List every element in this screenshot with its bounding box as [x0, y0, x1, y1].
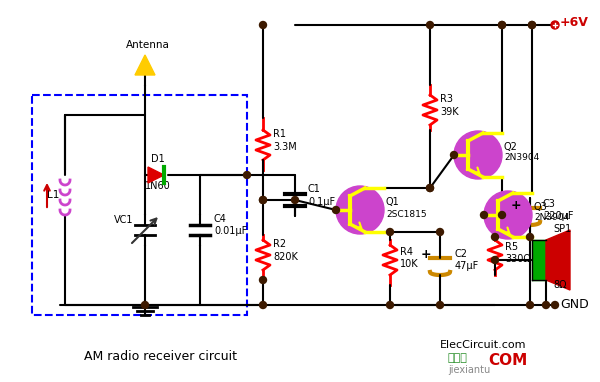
Circle shape: [526, 233, 533, 241]
Text: +: +: [511, 199, 521, 212]
Circle shape: [259, 196, 266, 204]
Text: 8Ω: 8Ω: [553, 280, 566, 290]
Text: 220μF: 220μF: [543, 211, 574, 221]
Bar: [532, 240, 546, 280]
Circle shape: [244, 172, 251, 178]
Circle shape: [542, 301, 550, 309]
Circle shape: [332, 207, 340, 214]
Text: SP1: SP1: [553, 224, 571, 234]
Circle shape: [259, 21, 266, 29]
Circle shape: [427, 185, 433, 191]
Circle shape: [292, 196, 299, 204]
Text: C1: C1: [308, 184, 321, 194]
Text: 10K: 10K: [400, 259, 419, 269]
Text: R1: R1: [273, 129, 286, 139]
Circle shape: [259, 301, 266, 309]
Circle shape: [336, 186, 384, 234]
Circle shape: [436, 228, 443, 235]
Circle shape: [551, 301, 559, 309]
Circle shape: [436, 301, 443, 309]
Polygon shape: [148, 167, 164, 183]
Text: C4: C4: [214, 214, 227, 224]
Text: 接线图: 接线图: [448, 353, 468, 363]
Circle shape: [551, 21, 559, 29]
Circle shape: [454, 131, 502, 179]
Text: L1: L1: [47, 190, 59, 200]
Text: R5: R5: [505, 242, 518, 252]
Circle shape: [499, 21, 505, 29]
Text: 2N3904: 2N3904: [534, 213, 569, 222]
Circle shape: [499, 212, 505, 219]
Text: 330Ω: 330Ω: [505, 254, 531, 264]
Text: R2: R2: [273, 239, 286, 249]
Circle shape: [491, 256, 499, 264]
Text: R4: R4: [400, 247, 413, 257]
Text: R3: R3: [440, 94, 453, 104]
Text: 2N3904: 2N3904: [504, 153, 539, 162]
Circle shape: [529, 21, 535, 29]
Circle shape: [427, 185, 433, 191]
Text: +6V: +6V: [560, 16, 589, 29]
Text: 0.01μF: 0.01μF: [214, 226, 247, 236]
Text: jiexiantu: jiexiantu: [448, 365, 490, 375]
Text: Q3: Q3: [534, 202, 548, 212]
Text: D1: D1: [151, 154, 165, 164]
Circle shape: [481, 212, 487, 219]
Circle shape: [259, 277, 266, 283]
Text: VC1: VC1: [113, 215, 133, 225]
Circle shape: [386, 228, 394, 235]
Text: 2SC1815: 2SC1815: [386, 210, 427, 219]
Polygon shape: [546, 230, 570, 290]
Circle shape: [386, 301, 394, 309]
Text: GND: GND: [560, 298, 589, 311]
Circle shape: [526, 301, 533, 309]
Text: Antenna: Antenna: [126, 40, 170, 50]
Circle shape: [142, 301, 149, 309]
Circle shape: [451, 152, 457, 159]
Text: COM: COM: [488, 353, 527, 368]
Text: AM radio receiver circuit: AM radio receiver circuit: [83, 350, 236, 363]
Text: +: +: [421, 249, 431, 262]
Text: ElecCircuit.com: ElecCircuit.com: [440, 340, 526, 350]
Polygon shape: [135, 55, 155, 75]
Circle shape: [491, 233, 499, 241]
Circle shape: [259, 196, 266, 204]
Circle shape: [427, 21, 433, 29]
Text: C3: C3: [543, 199, 556, 209]
Text: 1N60: 1N60: [145, 181, 171, 191]
Text: Q1: Q1: [386, 197, 400, 207]
Text: 3.3M: 3.3M: [273, 142, 297, 152]
Circle shape: [484, 191, 532, 239]
Text: Q2: Q2: [504, 142, 518, 152]
Circle shape: [529, 21, 535, 29]
Text: 47μF: 47μF: [455, 261, 479, 271]
Text: 0.1μF: 0.1μF: [308, 197, 335, 207]
Text: C2: C2: [455, 249, 468, 259]
Circle shape: [499, 21, 505, 29]
Text: 820K: 820K: [273, 252, 298, 262]
Text: 39K: 39K: [440, 107, 458, 117]
